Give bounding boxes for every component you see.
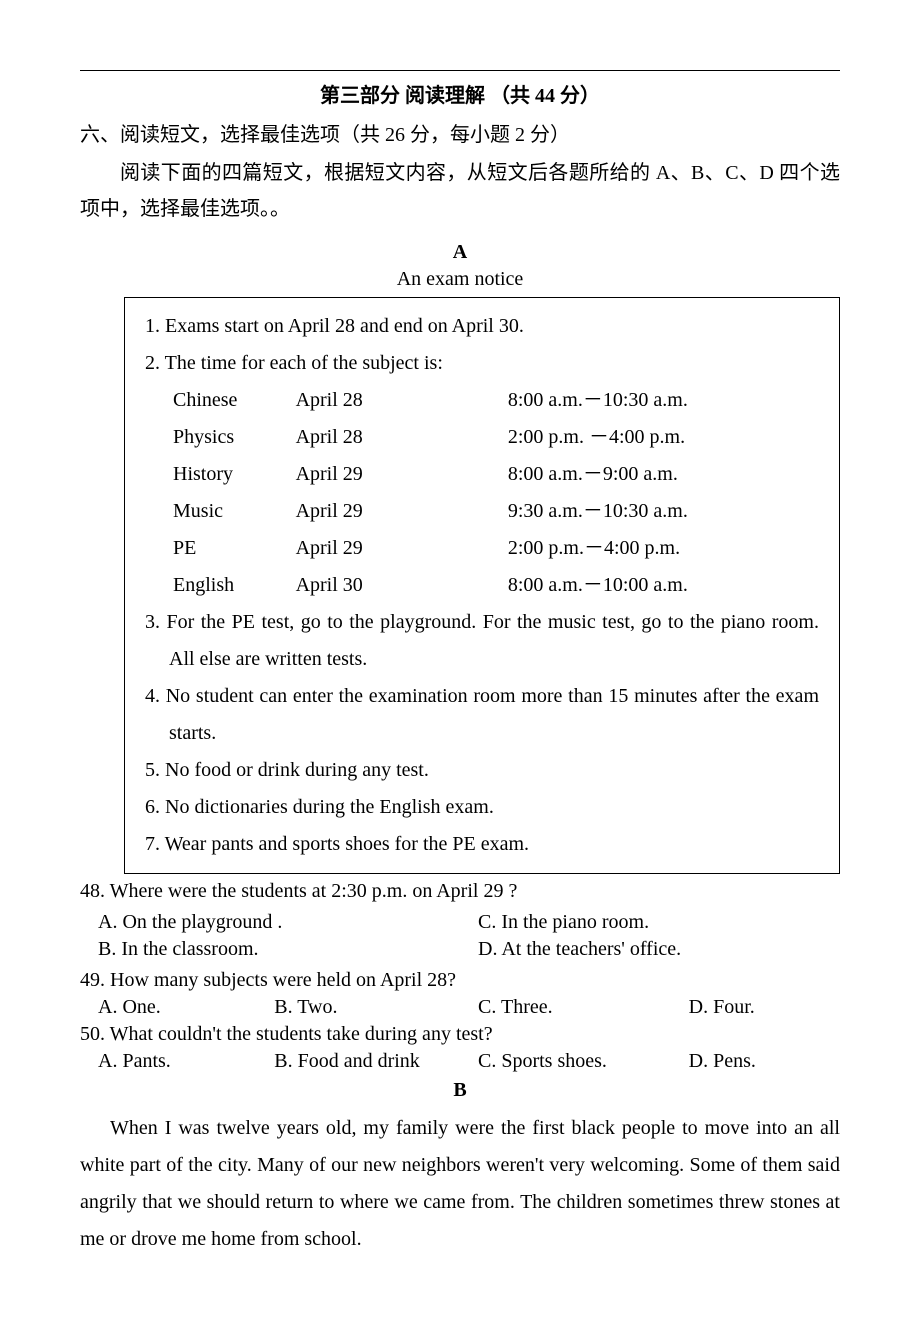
section6-title: 六、阅读短文，选择最佳选项（共 26 分，每小题 2 分）	[80, 118, 840, 147]
q49-option-a: A. One.	[80, 996, 256, 1019]
schedule-time: 8:00 a.m.－10:00 a.m.	[456, 567, 819, 604]
q48-option-c: C. In the piano room.	[460, 911, 840, 934]
passage-a-label: A	[80, 241, 840, 264]
schedule-date: April 30	[296, 567, 456, 604]
schedule-row: Chinese April 28 8:00 a.m.－10:30 a.m.	[145, 382, 819, 419]
schedule-subject: Music	[145, 493, 296, 530]
notice-item-1: 1. Exams start on April 28 and end on Ap…	[145, 308, 819, 345]
q50-option-d: D. Pens.	[671, 1050, 840, 1073]
page: 第三部分 阅读理解 （共 44 分） 六、阅读短文，选择最佳选项（共 26 分，…	[0, 0, 920, 1318]
schedule-row: Physics April 28 2:00 p.m. －4:00 p.m.	[145, 419, 819, 456]
q49-option-c: C. Three.	[460, 996, 671, 1019]
schedule-time: 9:30 a.m.－10:30 a.m.	[456, 493, 819, 530]
schedule-row: PE April 29 2:00 p.m.－4:00 p.m.	[145, 530, 819, 567]
schedule-date: April 28	[296, 382, 456, 419]
passage-a-title: An exam notice	[80, 268, 840, 291]
schedule-subject: English	[145, 567, 296, 604]
schedule-date: April 29	[296, 530, 456, 567]
schedule-subject: History	[145, 456, 296, 493]
schedule-date: April 29	[296, 456, 456, 493]
notice-item-4: 4. No student can enter the examination …	[145, 678, 819, 752]
part-title: 第三部分 阅读理解 （共 44 分）	[80, 79, 840, 108]
notice-item-2-lead: 2. The time for each of the subject is:	[145, 345, 819, 382]
q50-option-b: B. Food and drink	[256, 1050, 460, 1073]
schedule-time: 8:00 a.m.－9:00 a.m.	[456, 456, 819, 493]
passage-b-label: B	[80, 1079, 840, 1102]
q50-stem: 50. What couldn't the students take duri…	[80, 1023, 840, 1046]
schedule-date: April 28	[296, 419, 456, 456]
q49-option-d: D. Four.	[671, 996, 840, 1019]
schedule-time: 8:00 a.m.－10:30 a.m.	[456, 382, 819, 419]
q50-options: A. Pants. B. Food and drink C. Sports sh…	[80, 1050, 840, 1073]
notice-item-5: 5. No food or drink during any test.	[145, 752, 819, 789]
q48-option-d: D. At the teachers' office.	[460, 938, 840, 961]
q48-options: A. On the playground . B. In the classro…	[80, 907, 840, 965]
q50-option-a: A. Pants.	[80, 1050, 256, 1073]
section6-intro: 阅读下面的四篇短文，根据短文内容，从短文后各题所给的 A、B、C、D 四个选项中…	[80, 155, 840, 227]
schedule-row: Music April 29 9:30 a.m.－10:30 a.m.	[145, 493, 819, 530]
q49-stem: 49. How many subjects were held on April…	[80, 969, 840, 992]
notice-item-3: 3. For the PE test, go to the playground…	[145, 604, 819, 678]
schedule-subject: PE	[145, 530, 296, 567]
top-rule	[80, 70, 840, 71]
q49-option-b: B. Two.	[256, 996, 460, 1019]
schedule-date: April 29	[296, 493, 456, 530]
schedule-time: 2:00 p.m. －4:00 p.m.	[456, 419, 819, 456]
passage-b-para1: When I was twelve years old, my family w…	[80, 1110, 840, 1258]
schedule-subject: Physics	[145, 419, 296, 456]
exam-notice-box: 1. Exams start on April 28 and end on Ap…	[124, 297, 840, 874]
notice-item-6: 6. No dictionaries during the English ex…	[145, 789, 819, 826]
q48-option-a: A. On the playground .	[80, 911, 460, 934]
q49-options: A. One. B. Two. C. Three. D. Four.	[80, 996, 840, 1019]
schedule-time: 2:00 p.m.－4:00 p.m.	[456, 530, 819, 567]
schedule-subject: Chinese	[145, 382, 296, 419]
schedule-row: English April 30 8:00 a.m.－10:00 a.m.	[145, 567, 819, 604]
q48-option-b: B. In the classroom.	[80, 938, 460, 961]
notice-item-7: 7. Wear pants and sports shoes for the P…	[145, 826, 819, 863]
schedule-row: History April 29 8:00 a.m.－9:00 a.m.	[145, 456, 819, 493]
q48-stem: 48. Where were the students at 2:30 p.m.…	[80, 880, 840, 903]
q50-option-c: C. Sports shoes.	[460, 1050, 671, 1073]
